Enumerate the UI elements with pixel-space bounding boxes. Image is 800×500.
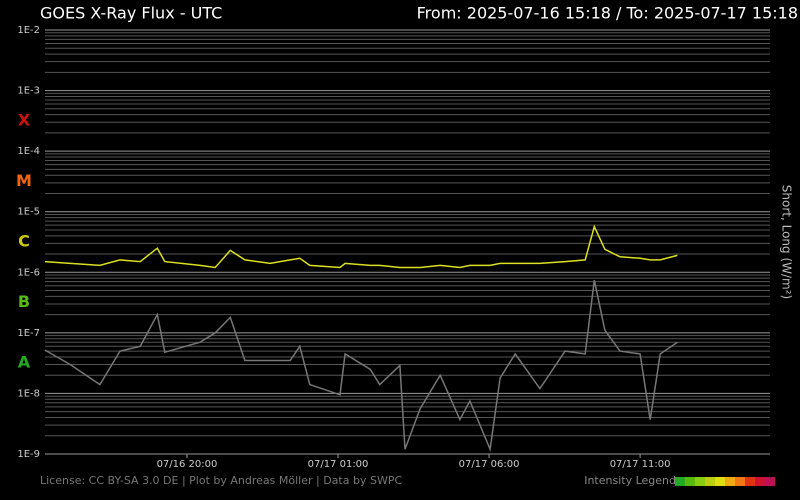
x-tick-label: 07/17 11:00 — [610, 459, 671, 470]
flare-class-label: B — [18, 292, 30, 311]
flare-class-label: C — [18, 232, 30, 251]
x-tick-label: 07/17 01:00 — [308, 459, 369, 470]
y-tick-label: 1E-8 — [17, 388, 40, 399]
legend-swatch — [675, 477, 685, 486]
y-tick-label: 1E-3 — [17, 86, 40, 97]
flare-class-label: A — [18, 353, 31, 372]
flare-class-label: M — [16, 171, 32, 190]
legend-swatch — [745, 477, 755, 486]
legend-swatch — [695, 477, 705, 486]
series-line — [44, 224, 678, 269]
legend-swatch — [725, 477, 735, 486]
y-tick-label: 1E-6 — [17, 267, 40, 278]
x-tick-label: 07/16 20:00 — [157, 459, 218, 470]
flare-class-label: X — [18, 110, 31, 129]
y-tick-label: 1E-7 — [17, 328, 40, 339]
time-range: From: 2025-07-16 15:18 / To: 2025-07-17 … — [417, 4, 798, 23]
x-tick-label: 07/17 06:00 — [459, 459, 520, 470]
legend-swatch — [755, 477, 765, 486]
y-tick-label: 1E-9 — [17, 449, 40, 460]
legend-title: Intensity Legend — [584, 474, 676, 487]
legend-swatch — [685, 477, 695, 486]
y-tick-label: 1E-5 — [17, 207, 40, 218]
legend-swatch — [765, 477, 775, 486]
legend-swatch — [735, 477, 745, 486]
footer: License: CC BY-SA 3.0 DE | Plot by Andre… — [40, 474, 402, 487]
chart-title: GOES X-Ray Flux - UTC — [40, 4, 222, 23]
legend-swatch — [705, 477, 715, 486]
y-tick-label: 1E-2 — [17, 25, 40, 36]
y-tick-label: 1E-4 — [17, 146, 40, 157]
series-line — [44, 280, 678, 453]
legend-swatch — [715, 477, 725, 486]
y-axis-label: Short, Long (W/m²) — [780, 185, 794, 299]
